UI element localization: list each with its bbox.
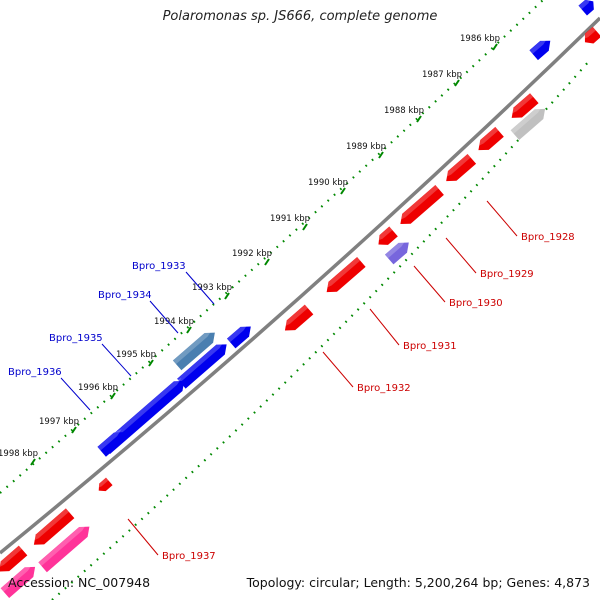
gene-label-callout xyxy=(369,308,400,346)
gene-label[interactable]: Bpro_1932 xyxy=(357,383,411,394)
tick-mark xyxy=(264,258,270,266)
tick-mark xyxy=(302,223,308,231)
gene-arrow-reverse xyxy=(96,477,113,492)
genome-summary-text: Topology: circular; Length: 5,200,264 bp… xyxy=(246,575,590,590)
gene-arrow-forward xyxy=(226,323,251,349)
gene-label[interactable]: Bpro_1936 xyxy=(8,367,62,378)
genome-backbone xyxy=(0,16,600,555)
gene-arrow-forward xyxy=(578,0,594,16)
tick-label: 1990 kbp xyxy=(308,178,348,188)
gene-arrow-reverse xyxy=(282,304,314,331)
pink-feature xyxy=(38,523,90,573)
gene-arrow-reverse xyxy=(0,545,28,572)
outer-tick-track xyxy=(0,0,544,494)
pink-feature xyxy=(0,563,36,599)
tick-mark xyxy=(148,359,154,367)
gene-arrow-reverse xyxy=(31,508,75,545)
gene-label[interactable]: Bpro_1928 xyxy=(521,232,575,243)
tick-mark xyxy=(71,426,77,434)
gene-arrow-reverse xyxy=(323,257,366,293)
tick-mark xyxy=(492,43,498,51)
gene-arrow-reverse xyxy=(443,153,477,182)
tick-mark xyxy=(224,292,230,300)
gene-label[interactable]: Bpro_1935 xyxy=(49,333,103,344)
steel-feature xyxy=(172,329,215,371)
gene-label[interactable]: Bpro_1934 xyxy=(98,290,152,301)
tick-mark xyxy=(30,458,36,466)
gene-label[interactable]: Bpro_1933 xyxy=(132,261,186,272)
gene-label-callout xyxy=(101,343,132,377)
tick-label: 1988 kbp xyxy=(384,106,424,116)
gene-label-callout xyxy=(322,351,354,388)
gene-label-callout xyxy=(445,237,477,274)
misc-feature xyxy=(510,105,546,141)
gene-label[interactable]: Bpro_1930 xyxy=(449,298,503,309)
map-title: Polaromonas sp. JS666, complete genome xyxy=(162,9,438,24)
tick-mark xyxy=(416,115,422,123)
misc-feature xyxy=(384,239,409,265)
gene-arrow-reverse xyxy=(582,26,600,44)
gene-label-callout xyxy=(185,271,215,305)
gene-label-callout xyxy=(149,300,179,334)
gene-label-callout xyxy=(60,377,91,411)
tick-label: 1995 kbp xyxy=(116,350,156,360)
tick-label: 1992 kbp xyxy=(232,249,272,259)
tick-label: 1987 kbp xyxy=(422,70,462,80)
tick-mark xyxy=(454,79,460,87)
gene-arrow-reverse xyxy=(509,93,539,118)
tick-mark xyxy=(340,187,346,195)
gene-label[interactable]: Bpro_1931 xyxy=(403,341,457,352)
gene-arrow-forward xyxy=(529,37,551,61)
gene-arrow-reverse xyxy=(375,226,398,245)
gene-arrow-forward xyxy=(177,341,227,389)
tick-label: 1997 kbp xyxy=(39,417,79,427)
tick-label: 1993 kbp xyxy=(192,283,232,293)
tick-mark xyxy=(186,326,192,334)
tick-label: 1996 kbp xyxy=(78,383,118,393)
gene-label-callout xyxy=(486,200,518,237)
gene-arrow-reverse xyxy=(475,126,504,151)
gene-arrow-reverse xyxy=(397,185,444,225)
tick-label: 1989 kbp xyxy=(346,142,386,152)
gene-label-callout xyxy=(127,518,159,556)
tick-label: 1998 kbp xyxy=(0,449,38,459)
tick-label: 1994 kbp xyxy=(154,317,194,327)
accession-text: Accession: NC_007948 xyxy=(8,575,151,590)
tick-label: 1991 kbp xyxy=(270,214,310,224)
gene-arrow-forward xyxy=(97,429,125,457)
inner-tick-track xyxy=(51,59,591,600)
gene-label-callout xyxy=(413,265,446,303)
tick-mark xyxy=(378,151,384,159)
tick-label: 1986 kbp xyxy=(460,34,500,44)
gene-label[interactable]: Bpro_1937 xyxy=(162,551,216,562)
gene-label[interactable]: Bpro_1929 xyxy=(480,269,534,280)
tick-mark xyxy=(110,392,116,400)
